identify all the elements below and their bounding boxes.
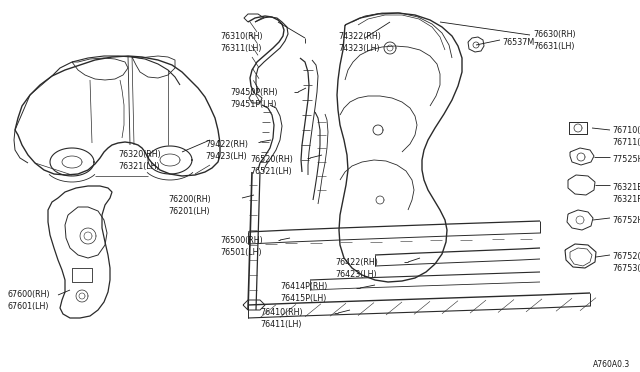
Text: 74322(RH)
74323(LH): 74322(RH) 74323(LH) xyxy=(338,32,381,53)
Text: 76500(RH)
76501(LH): 76500(RH) 76501(LH) xyxy=(220,236,263,257)
Text: 76321E(RH)
76321F(LH): 76321E(RH) 76321F(LH) xyxy=(612,183,640,204)
Text: 76537M: 76537M xyxy=(502,38,534,47)
Text: 76752(RH)
76753(LH): 76752(RH) 76753(LH) xyxy=(612,252,640,273)
Text: 67600(RH)
67601(LH): 67600(RH) 67601(LH) xyxy=(8,290,51,311)
Text: 76630(RH)
76631(LH): 76630(RH) 76631(LH) xyxy=(533,30,575,51)
Text: 77525H: 77525H xyxy=(612,155,640,164)
Text: 76520(RH)
76521(LH): 76520(RH) 76521(LH) xyxy=(250,155,293,176)
Text: 76310(RH)
76311(LH): 76310(RH) 76311(LH) xyxy=(220,32,262,53)
Text: 76414P(RH)
76415P(LH): 76414P(RH) 76415P(LH) xyxy=(280,282,328,303)
Text: 76752H: 76752H xyxy=(612,216,640,225)
Text: 76710(RH)
76711(LH): 76710(RH) 76711(LH) xyxy=(612,126,640,147)
Text: 76320(RH)
76321(LH): 76320(RH) 76321(LH) xyxy=(118,150,161,171)
Text: 76410(RH)
76411(LH): 76410(RH) 76411(LH) xyxy=(260,308,303,329)
Text: 79422(RH)
79423(LH): 79422(RH) 79423(LH) xyxy=(205,140,248,161)
Text: A760A0.3: A760A0.3 xyxy=(593,360,630,369)
Text: 79450P(RH)
79451P(LH): 79450P(RH) 79451P(LH) xyxy=(230,88,278,109)
Text: 76422(RH)
76423(LH): 76422(RH) 76423(LH) xyxy=(335,258,378,279)
Text: 76200(RH)
76201(LH): 76200(RH) 76201(LH) xyxy=(168,195,211,216)
